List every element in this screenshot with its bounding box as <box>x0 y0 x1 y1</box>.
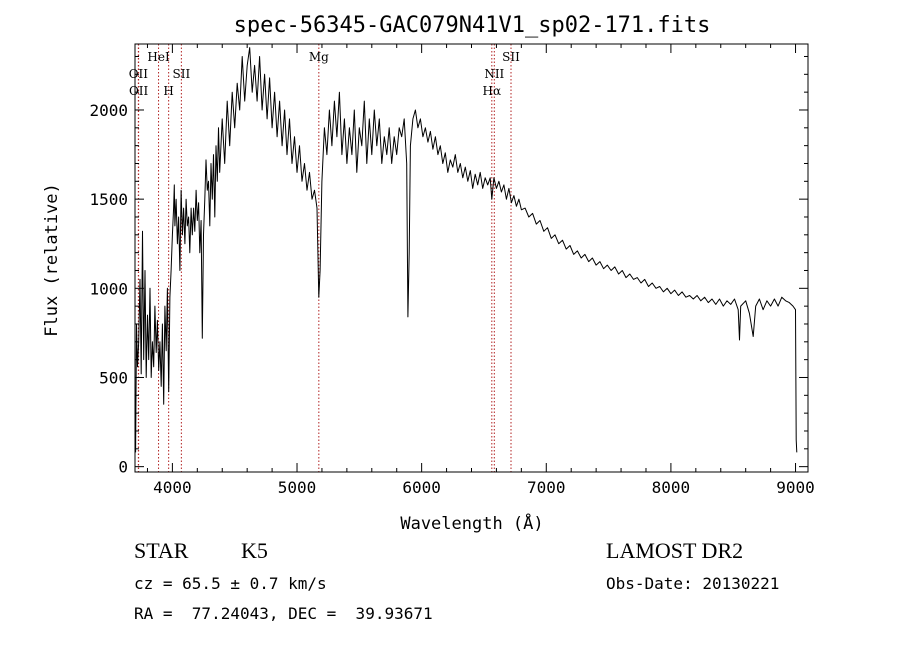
survey-name: LAMOST DR2 <box>606 538 744 563</box>
obs-date-text: Obs-Date: 20130221 <box>606 574 780 593</box>
spectrum-line <box>135 47 798 453</box>
spectral-line-label: SII <box>502 50 520 64</box>
y-tick-label: 1500 <box>89 190 128 209</box>
chart-title: spec-56345-GAC079N41V1_sp02-171.fits <box>234 13 711 38</box>
x-tick-label: 7000 <box>527 478 566 497</box>
series-layer <box>135 47 798 453</box>
spectral-line-label: SII <box>173 67 191 81</box>
x-tick-label: 6000 <box>402 478 441 497</box>
object-class: STAR <box>134 538 189 563</box>
spectral-line-markers <box>137 44 512 472</box>
y-tick-label: 0 <box>118 458 128 477</box>
spectral-line-label: HeI <box>147 50 170 64</box>
spectral-subclass: K5 <box>241 538 268 563</box>
x-axis: 4000 5000 6000 7000 8000 9000 <box>146 44 815 497</box>
x-tick-label: 5000 <box>278 478 317 497</box>
y-tick-label: 1000 <box>89 279 128 298</box>
x-tick-label: 4000 <box>153 478 192 497</box>
spectral-line-label: H <box>163 84 173 98</box>
spectral-line-label: Mg <box>309 50 329 64</box>
x-tick-label: 9000 <box>776 478 815 497</box>
x-axis-label: Wavelength (Å) <box>400 512 543 534</box>
y-tick-label: 500 <box>99 368 128 387</box>
x-tick-label: 8000 <box>652 478 691 497</box>
y-tick-label: 2000 <box>89 101 128 120</box>
coordinates-text: RA = 77.24043, DEC = 39.93671 <box>134 604 433 623</box>
y-axis: 0 500 1000 1500 2000 <box>89 55 808 477</box>
spectral-line-label: OII <box>129 84 149 98</box>
spectral-line-label: NII <box>484 67 504 81</box>
y-axis-label: Flux (relative) <box>42 183 62 337</box>
redshift-text: cz = 65.5 ± 0.7 km/s <box>134 574 327 593</box>
spectral-line-label: Hα <box>483 84 502 98</box>
